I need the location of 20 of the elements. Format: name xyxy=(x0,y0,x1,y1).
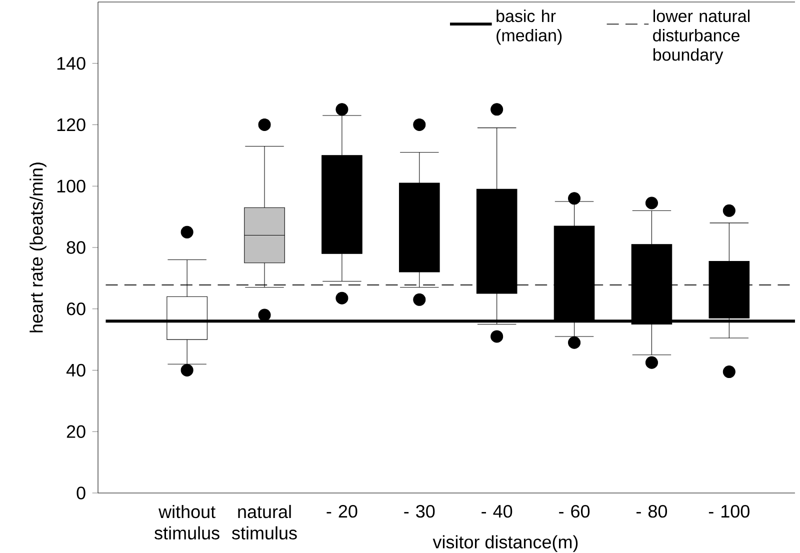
y-tick-label: 80 xyxy=(66,241,86,254)
x-tick-label: without stimulus xyxy=(154,504,220,540)
y-tick-label: 100 xyxy=(57,180,86,192)
y-tick-label: 60 xyxy=(66,302,86,316)
x-tick-label: - 100 xyxy=(708,504,750,518)
x-tick-label: natural stimulus xyxy=(232,504,297,540)
y-tick-label: 20 xyxy=(66,425,86,438)
y-tick-label: 0 xyxy=(76,486,86,500)
y-axis-title: heart rate (beats/min) xyxy=(30,162,46,332)
y-tick-label: 140 xyxy=(57,56,86,70)
x-tick-label: - 30 xyxy=(404,504,435,518)
x-axis-title: visitor distance(m) xyxy=(432,535,578,552)
legend-label: lower natural disturbance boundary xyxy=(653,10,750,64)
x-tick-label: - 60 xyxy=(559,504,590,518)
x-tick-label: - 40 xyxy=(482,504,512,518)
x-tick-label: - 80 xyxy=(636,504,668,518)
legend-label: basic hr (median) xyxy=(496,10,562,45)
y-tick-label: 120 xyxy=(57,118,86,132)
y-tick-label: 40 xyxy=(66,364,86,377)
x-tick-label: - 20 xyxy=(326,504,358,518)
